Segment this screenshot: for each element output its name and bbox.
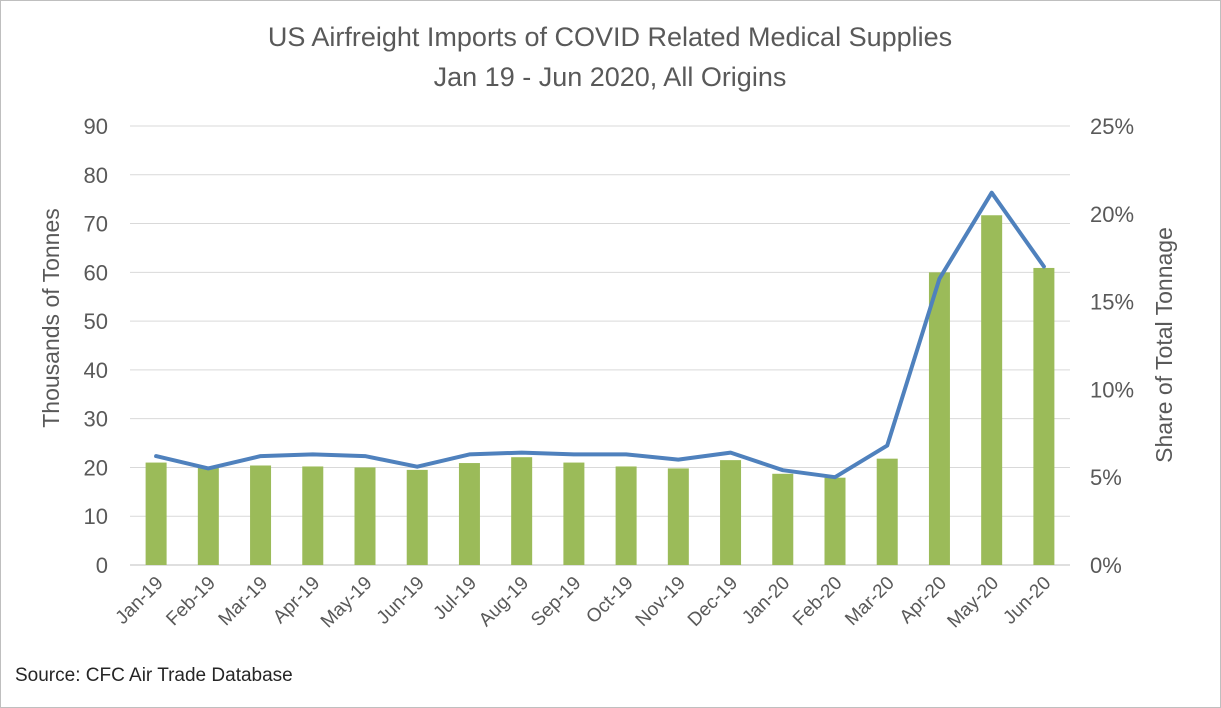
bar-Jan-20 — [772, 473, 794, 565]
left-axis-label: Thousands of Tonnes — [38, 208, 64, 428]
left-tick-label: 10 — [84, 504, 108, 529]
right-tick-label: 5% — [1090, 465, 1122, 490]
bar-Jan-19 — [145, 462, 167, 565]
left-tick-label: 60 — [84, 260, 108, 285]
bar-Feb-19 — [197, 467, 219, 565]
left-tick-label: 80 — [84, 163, 108, 188]
left-tick-label: 90 — [84, 114, 108, 139]
left-tick-label: 40 — [84, 358, 108, 383]
right-tick-label: 10% — [1090, 377, 1134, 402]
x-tick-label: Aug-19 — [475, 573, 533, 631]
bar-Oct-19 — [615, 466, 637, 565]
x-tick-label: Dec-19 — [684, 573, 742, 631]
line-series — [154, 190, 1046, 480]
x-tick-label: Nov-19 — [632, 573, 690, 631]
right-axis-ticks: 0% 5% 10% 15% 20% 25% — [1090, 114, 1134, 578]
chart-subtitle: Jan 19 - Jun 2020, All Origins — [434, 62, 787, 92]
left-tick-label: 70 — [84, 212, 108, 237]
bar-Apr-19 — [302, 466, 324, 565]
bar-May-19 — [354, 467, 376, 565]
bar-Sep-19 — [563, 462, 585, 565]
x-tick-label: Jul-19 — [430, 573, 481, 624]
right-tick-label: 20% — [1090, 202, 1134, 227]
bar-series — [145, 215, 1055, 565]
bar-Nov-19 — [667, 468, 689, 565]
share-line — [154, 190, 1046, 480]
right-tick-label: 25% — [1090, 114, 1134, 139]
x-tick-label: Jan-19 — [112, 573, 168, 629]
x-tick-label: Feb-19 — [162, 573, 219, 630]
left-tick-label: 30 — [84, 407, 108, 432]
x-tick-label: Mar-20 — [841, 573, 898, 630]
source-note: Source: CFC Air Trade Database — [15, 665, 293, 686]
x-tick-label: Oct-19 — [582, 573, 637, 628]
x-tick-label: Mar-19 — [215, 573, 272, 630]
right-tick-label: 15% — [1090, 290, 1134, 315]
x-tick-label: Apr-20 — [896, 573, 951, 628]
left-tick-label: 50 — [84, 309, 108, 334]
x-tick-label: May-19 — [317, 573, 377, 633]
bar-Mar-20 — [876, 458, 898, 565]
x-tick-label: Sep-19 — [527, 573, 585, 631]
bar-Apr-20 — [928, 272, 950, 565]
bar-Jul-19 — [458, 463, 480, 565]
bar-Jun-19 — [406, 469, 428, 565]
left-tick-label: 0 — [96, 553, 108, 578]
bar-May-20 — [981, 215, 1003, 565]
x-tick-label: Jun-19 — [373, 573, 429, 629]
right-axis-label: Share of Total Tonnage — [1151, 227, 1177, 463]
left-axis-ticks: 0 10 20 30 40 50 60 70 80 90 — [84, 114, 108, 578]
right-tick-label: 0% — [1090, 553, 1122, 578]
x-tick-label: Apr-19 — [269, 573, 324, 628]
bar-Dec-19 — [720, 460, 742, 565]
bar-Jun-20 — [1033, 267, 1055, 565]
gridlines — [130, 125, 1070, 566]
bar-Feb-20 — [824, 477, 846, 565]
chart-title: US Airfreight Imports of COVID Related M… — [268, 22, 952, 52]
x-tick-label: Jun-20 — [999, 573, 1055, 629]
left-tick-label: 20 — [84, 455, 108, 480]
bar-Aug-19 — [511, 457, 533, 565]
bar-Mar-19 — [250, 465, 272, 565]
x-tick-label: Feb-20 — [789, 573, 846, 630]
x-tick-label: May-20 — [944, 573, 1004, 633]
x-tick-label: Jan-20 — [738, 573, 794, 629]
